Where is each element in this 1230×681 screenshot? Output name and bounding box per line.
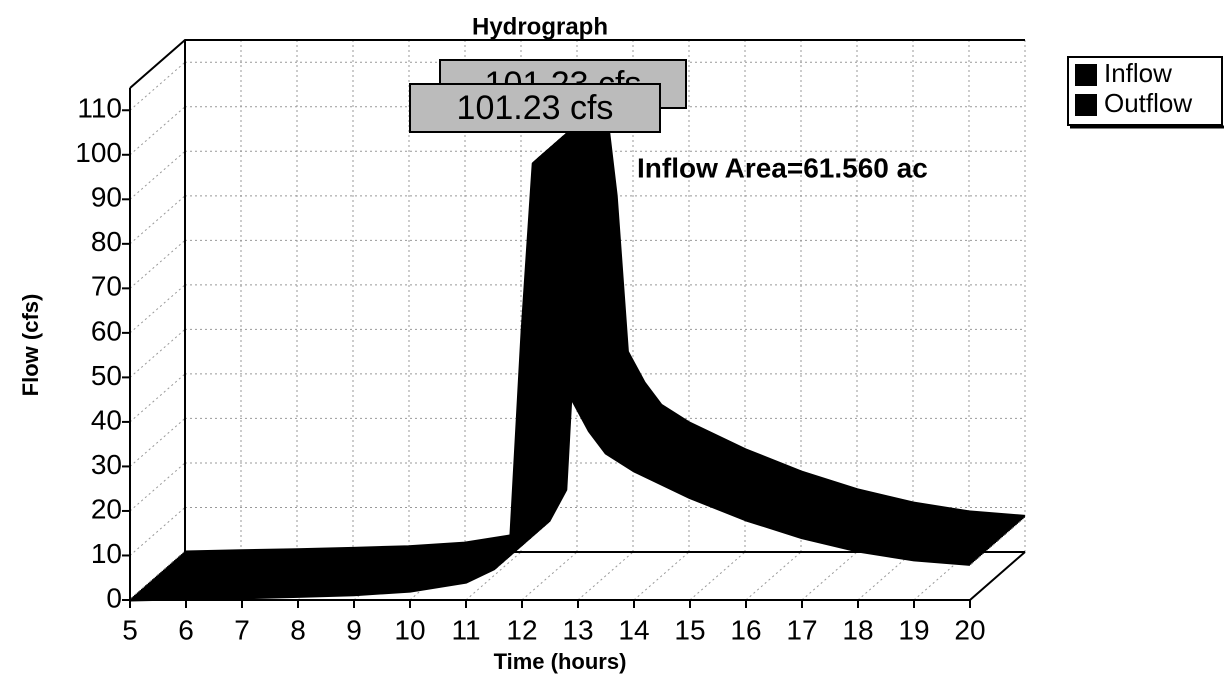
grid-line [801,551,858,601]
x-tick-label: 13 [562,614,593,645]
grid-line [521,551,578,601]
y-tick-label: 80 [91,226,122,257]
y-tick-label: 90 [91,182,122,213]
grid-line [129,373,186,423]
annotation: 101.23 cfs [457,89,614,127]
grid-line [577,551,634,601]
x-tick-label: 20 [954,614,985,645]
y-axis-label: Flow (cfs) [18,294,43,397]
grid-line [129,195,186,245]
legend-swatch [1075,64,1097,86]
x-tick-label: 15 [674,614,705,645]
y-tick-label: 110 [77,93,122,124]
legend-label: Inflow [1104,58,1172,88]
x-tick-label: 14 [618,614,649,645]
x-tick-label: 11 [451,614,480,645]
y-tick-label: 60 [91,315,122,346]
x-tick-label: 16 [730,614,761,645]
grid-line [745,551,802,601]
grid-line [129,418,186,467]
grid-line [129,106,186,156]
y-tick-label: 20 [91,493,122,524]
y-tick-label: 30 [91,449,122,480]
x-tick-label: 7 [234,614,250,645]
legend-label: Outflow [1104,88,1192,118]
grid-line [129,462,186,512]
x-tick-label: 5 [122,614,138,645]
y-tick-label: 0 [106,582,122,613]
grid-line [129,239,186,289]
grid-line [465,551,522,601]
chart-title: Hydrograph [472,13,608,40]
series-line [129,147,971,602]
grid-line [129,284,186,334]
annotation: Inflow Area=61.560 ac [637,152,928,183]
legend-swatch [1075,94,1097,116]
grid-line [857,551,914,601]
grid-line [129,507,186,556]
y-tick-label: 40 [91,404,122,435]
grid-line [689,551,746,601]
y-tick-label: 50 [91,360,122,391]
y-tick-label: 10 [91,538,122,569]
y-tick-label: 100 [75,137,122,168]
grid-line [129,150,186,200]
grid-line [129,61,186,111]
x-axis-label: Time (hours) [494,649,627,674]
x-tick-label: 9 [346,614,362,645]
x-tick-label: 10 [394,614,425,645]
y-tick-label: 70 [91,271,122,302]
x-tick-label: 6 [178,614,194,645]
x-tick-label: 19 [898,614,929,645]
x-tick-label: 8 [290,614,306,645]
grid-line [129,329,186,378]
annotation-box [409,83,661,133]
grid-line [633,551,690,601]
x-tick-label: 18 [842,614,873,645]
x-tick-label: 12 [506,614,537,645]
x-tick-label: 17 [786,614,817,645]
